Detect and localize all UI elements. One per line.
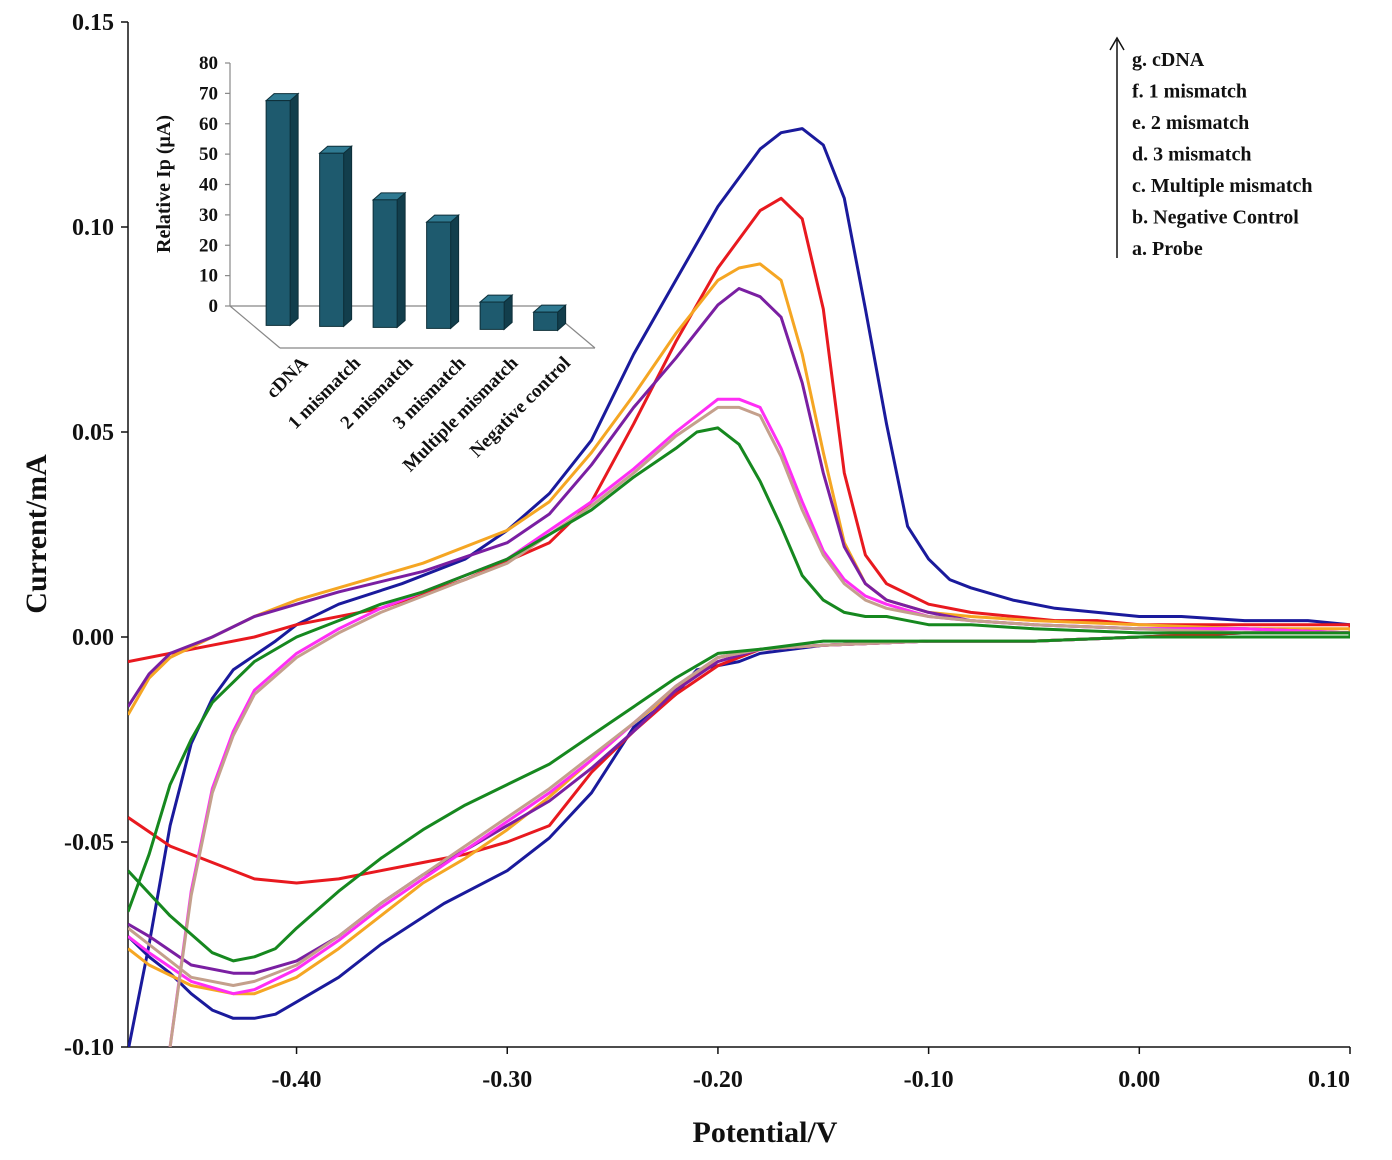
inset-bar-side <box>289 92 299 327</box>
inset-bar-side <box>396 191 406 329</box>
legend-arrow-icon <box>1109 36 1125 51</box>
inset-y-axis-title: Relative Ip (μA) <box>153 115 175 253</box>
inset-bar-side <box>450 213 460 330</box>
y-tick-label: -0.05 <box>64 830 114 856</box>
inset-y-tick-label: 80 <box>199 53 218 74</box>
inset-y-tick-label: 70 <box>199 83 218 104</box>
y-axis-title: Current/mA <box>20 454 53 614</box>
inset-bar <box>371 191 407 329</box>
cv-curve-1 <box>128 196 1350 885</box>
inset-bar <box>318 145 353 328</box>
inset-bar-front <box>479 301 505 330</box>
x-tick-label: 0.00 <box>1118 1067 1160 1093</box>
y-tick-label: 0.10 <box>72 215 114 241</box>
inset-category-label: cDNA <box>262 352 312 402</box>
inset-bars <box>264 92 567 332</box>
legend-entry: g. cDNA <box>1132 49 1205 71</box>
legend-entry: d. 3 mismatch <box>1132 144 1251 166</box>
y-tick-label: 0.15 <box>72 10 114 36</box>
inset-bar <box>425 213 460 330</box>
inset-bar-front <box>372 199 398 328</box>
cv-curve-4 <box>128 397 1350 1047</box>
main-ticks: -0.40 -0.30 -0.20 -0.10 0.00 0.10 0.15 0.10 0.05… <box>64 10 1351 1093</box>
inset-y-tick-label: 50 <box>199 144 218 165</box>
cv-curve-5 <box>128 405 1350 1047</box>
inset-bar-front <box>426 221 452 329</box>
inset-bar-side <box>343 145 353 328</box>
main-curves <box>128 127 1350 1047</box>
x-tick-label: -0.30 <box>482 1067 532 1093</box>
legend-entry: e. 2 mismatch <box>1132 112 1249 134</box>
inset-depth-line-left <box>229 305 281 349</box>
cv-curve-0 <box>128 127 1350 1047</box>
y-tick-label: 0.00 <box>72 625 114 651</box>
legend-entry: b. Negative Control <box>1132 207 1299 229</box>
inset-bar <box>478 293 514 331</box>
x-tick-label: -0.20 <box>693 1067 743 1093</box>
legend-entry: c. Multiple mismatch <box>1132 175 1313 197</box>
inset-y-tick-label: 60 <box>199 114 218 135</box>
legend-entry: a. Probe <box>1132 238 1203 260</box>
cv-curve-6 <box>128 426 1350 963</box>
x-tick-label: -0.10 <box>904 1067 954 1093</box>
legend: g. cDNA f. 1 mismatch e. 2 mismatch d. 3 mi… <box>1109 36 1313 260</box>
main-chart: -0.40 -0.30 -0.20 -0.10 0.00 0.10 0.15 0.10 0.05… <box>20 10 1351 1149</box>
inset-bar <box>532 304 567 332</box>
inset-y-tick-label: 40 <box>199 175 218 196</box>
cv-curve-2 <box>128 262 1350 996</box>
inset-bar-front <box>265 100 291 326</box>
inset-bar <box>264 92 300 327</box>
x-axis-title: Potential/V <box>693 1116 838 1149</box>
y-tick-label: -0.10 <box>64 1035 114 1061</box>
inset-bar-front <box>319 152 345 327</box>
inset-bar-front <box>533 311 559 331</box>
x-tick-label: 0.10 <box>1308 1067 1350 1093</box>
inset-y-tick-label: 0 <box>209 296 219 317</box>
main-axes <box>127 22 1350 1048</box>
y-tick-label: 0.05 <box>72 420 114 446</box>
inset-y-tick-label: 10 <box>199 266 218 287</box>
x-tick-label: -0.40 <box>272 1067 322 1093</box>
inset-y-tick-label: 20 <box>199 235 218 256</box>
legend-entry: f. 1 mismatch <box>1132 81 1247 103</box>
inset-y-tick-label: 30 <box>199 205 218 226</box>
legend-items: g. cDNA f. 1 mismatch e. 2 mismatch d. 3 mi… <box>1132 49 1313 260</box>
